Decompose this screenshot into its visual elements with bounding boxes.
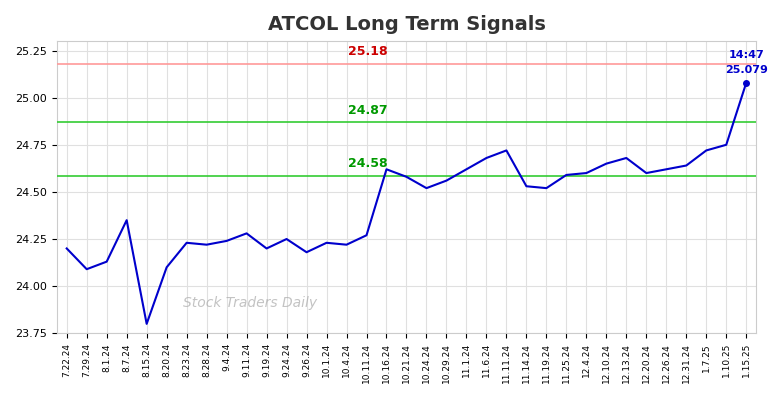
Text: 14:47: 14:47 [728, 50, 764, 60]
Text: Stock Traders Daily: Stock Traders Daily [183, 296, 317, 310]
Text: 24.58: 24.58 [347, 157, 387, 170]
Text: 24.87: 24.87 [347, 103, 387, 117]
Title: ATCOL Long Term Signals: ATCOL Long Term Signals [267, 15, 546, 34]
Text: 25.079: 25.079 [725, 65, 768, 75]
Text: 25.18: 25.18 [347, 45, 387, 58]
